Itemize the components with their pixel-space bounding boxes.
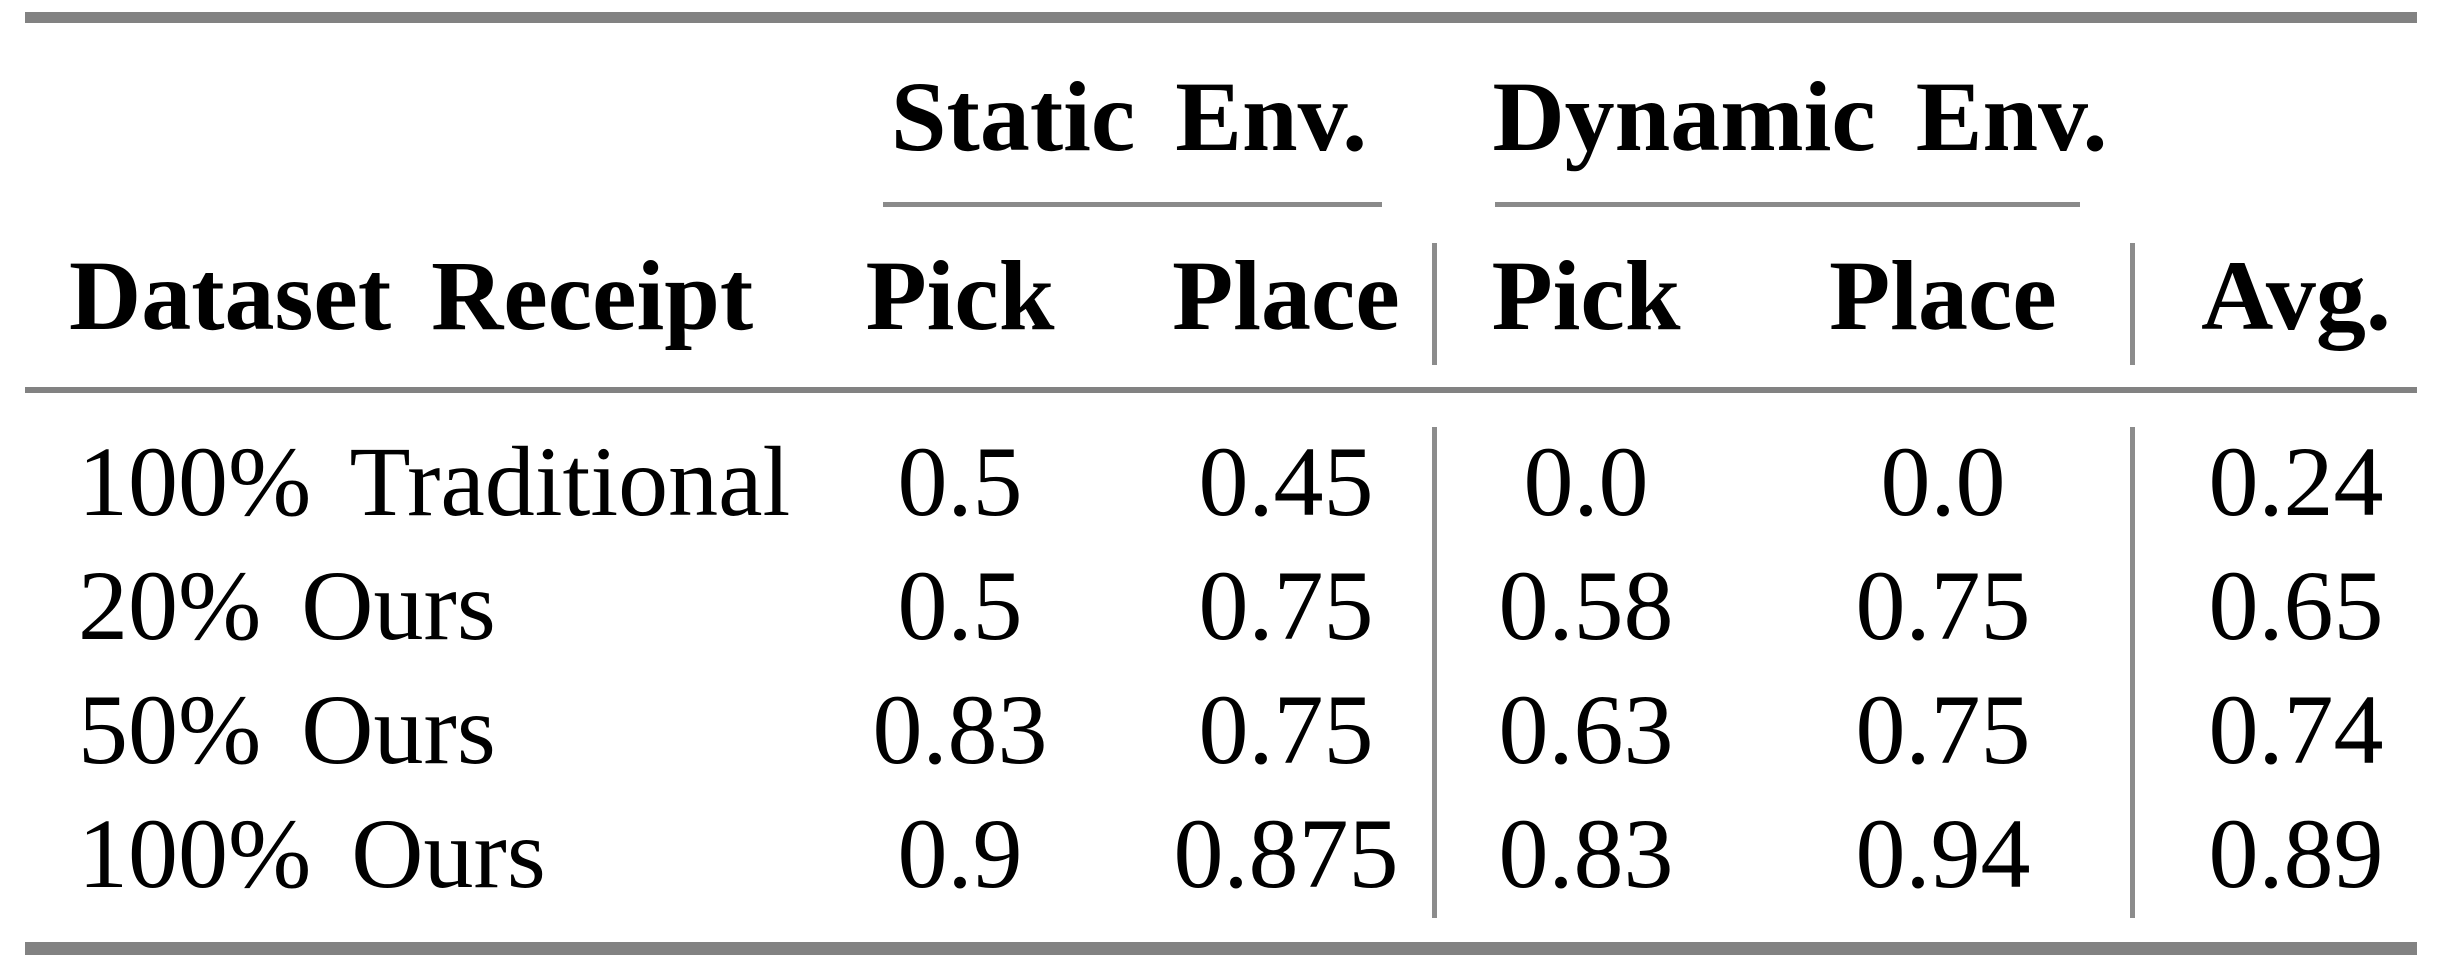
cell-static-pick: 0.5: [897, 550, 1023, 661]
cell-static-pick: 0.83: [872, 674, 1048, 785]
cell-static-pick: 0.9: [897, 798, 1023, 909]
column-header-dynamic-place: Place: [1829, 240, 2057, 351]
column-separator-body-2: [2130, 427, 2135, 918]
cell-avg: 0.24: [2208, 426, 2384, 537]
column-header-dataset-receipt: Dataset Receipt: [69, 240, 754, 351]
cell-static-place: 0.875: [1173, 798, 1399, 909]
row-label: 100% Ours: [78, 798, 546, 909]
column-header-dynamic-pick: Pick: [1491, 240, 1681, 351]
cell-avg: 0.89: [2208, 798, 2384, 909]
column-header-static-pick: Pick: [865, 240, 1055, 351]
table-top-rule: [25, 12, 2417, 23]
static-env-underline: [883, 202, 1382, 207]
cell-dynamic-pick: 0.58: [1498, 550, 1674, 661]
cell-static-place: 0.45: [1198, 426, 1374, 537]
table-bottom-rule: [25, 942, 2417, 955]
column-separator-header-2: [2130, 243, 2135, 365]
cell-dynamic-pick: 0.63: [1498, 674, 1674, 785]
cell-dynamic-place: 0.94: [1855, 798, 2031, 909]
column-separator-header-1: [1432, 243, 1437, 365]
cell-dynamic-place: 0.75: [1855, 674, 2031, 785]
group-header-static-env: Static Env.: [890, 61, 1368, 172]
cell-dynamic-pick: 0.83: [1498, 798, 1674, 909]
cell-avg: 0.65: [2208, 550, 2384, 661]
row-label: 50% Ours: [78, 674, 496, 785]
row-label: 100% Traditional: [78, 426, 791, 537]
cell-dynamic-place: 0.75: [1855, 550, 2031, 661]
group-header-dynamic-env: Dynamic Env.: [1492, 61, 2108, 172]
column-header-static-place: Place: [1172, 240, 1400, 351]
column-header-avg: Avg.: [2201, 240, 2391, 351]
cell-dynamic-place: 0.0: [1880, 426, 2006, 537]
cell-avg: 0.74: [2208, 674, 2384, 785]
row-label: 20% Ours: [78, 550, 496, 661]
dynamic-env-underline: [1495, 202, 2080, 207]
cell-static-place: 0.75: [1198, 550, 1374, 661]
column-separator-body-1: [1432, 427, 1437, 918]
cell-static-place: 0.75: [1198, 674, 1374, 785]
cell-dynamic-pick: 0.0: [1523, 426, 1649, 537]
table-header-rule: [25, 387, 2417, 393]
cell-static-pick: 0.5: [897, 426, 1023, 537]
